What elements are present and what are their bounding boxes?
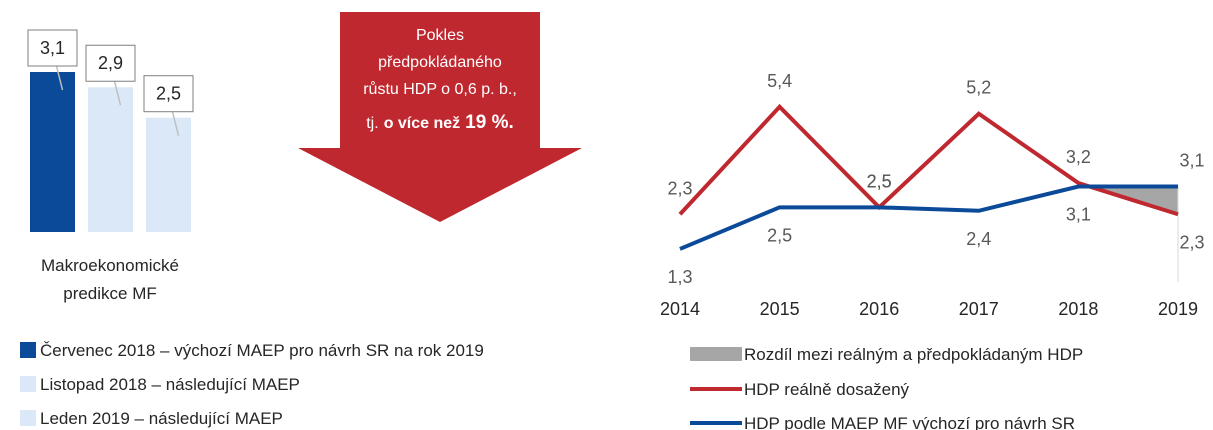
legend-label: Leden 2019 – následující MAEP bbox=[40, 409, 283, 428]
value-label: 2,5 bbox=[767, 225, 792, 245]
legend-swatch bbox=[690, 347, 742, 361]
callout-pointer bbox=[171, 111, 180, 136]
legend-label: Listopad 2018 – následující MAEP bbox=[40, 375, 300, 394]
legend-label: Červenec 2018 – výchozí MAEP pro návrh S… bbox=[40, 341, 484, 360]
value-label: 5,4 bbox=[767, 71, 792, 91]
callout-pointer bbox=[55, 65, 64, 91]
x-tick-label: 2016 bbox=[859, 299, 899, 319]
callout-pointer bbox=[113, 81, 122, 106]
line bbox=[679, 184, 1178, 251]
value-label: 3,1 bbox=[1066, 205, 1091, 225]
value-label: 5,2 bbox=[966, 78, 991, 98]
annotation-line: Pokles bbox=[416, 27, 464, 44]
legend-label: HDP reálně dosažený bbox=[744, 380, 910, 399]
legend-label: HDP podle MAEP MF výchozí pro návrh SR bbox=[744, 414, 1075, 430]
legend-swatch bbox=[20, 376, 36, 392]
legend-swatch bbox=[20, 410, 36, 426]
value-label: 2,5 bbox=[867, 171, 892, 191]
x-tick-label: 2019 bbox=[1158, 299, 1198, 319]
value-label: 2,5 bbox=[156, 84, 181, 104]
bar bbox=[30, 72, 75, 232]
label-box bbox=[27, 29, 78, 67]
x-tick-label: 2017 bbox=[959, 299, 999, 319]
value-label: 2,3 bbox=[667, 178, 692, 198]
value-label: 2,5 bbox=[867, 171, 892, 191]
x-tick-label: 2014 bbox=[660, 299, 700, 319]
annotation-emphasis: 19 %. bbox=[465, 112, 514, 133]
label-box bbox=[143, 75, 194, 113]
legend-swatch bbox=[20, 342, 36, 358]
value-label: 3,1 bbox=[40, 38, 65, 58]
value-label: 2,4 bbox=[966, 229, 991, 249]
value-label: 3,1 bbox=[1179, 151, 1204, 171]
category-label: Makroekonomické predikce MF bbox=[41, 256, 179, 303]
value-label: 3,2 bbox=[1066, 147, 1091, 167]
bar bbox=[146, 117, 191, 232]
annotation-text: tj. bbox=[366, 115, 378, 132]
value-label: 1,3 bbox=[667, 267, 692, 287]
label-box bbox=[85, 44, 136, 82]
annotation-bold: o více než bbox=[384, 115, 460, 132]
legend-label: Rozdíl mezi reálným a předpokládaným HDP bbox=[744, 345, 1083, 364]
value-label: 2,9 bbox=[98, 53, 123, 73]
value-label: 2,3 bbox=[1179, 232, 1204, 252]
arrow bbox=[298, 12, 582, 222]
line bbox=[678, 103, 1179, 217]
annotation-line: předpokládaného bbox=[378, 54, 502, 71]
x-tick-label: 2015 bbox=[760, 299, 800, 319]
annotation-line: tj. o více než 19 %. bbox=[366, 112, 514, 133]
annotation-line: růstu HDP o 0,6 p. b., bbox=[363, 80, 517, 98]
x-tick-label: 2018 bbox=[1058, 299, 1098, 319]
bar bbox=[88, 87, 133, 232]
